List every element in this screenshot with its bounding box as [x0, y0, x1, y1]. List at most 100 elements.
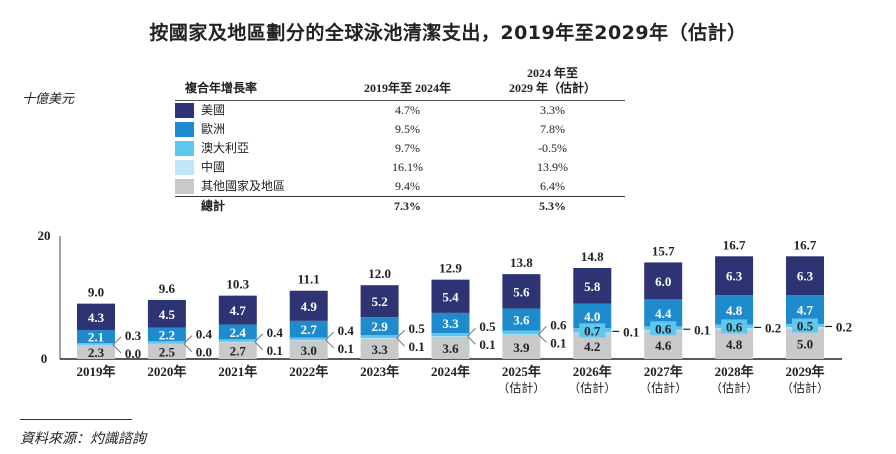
data-label-australia: 0.4 — [338, 323, 355, 338]
data-label-us: 5.8 — [584, 279, 601, 294]
cagr-row-label: 歐洲 — [175, 120, 335, 139]
cagr-row: 中國 16.1% 13.9% — [175, 158, 625, 177]
cagr-row-label: 澳大利亞 — [175, 139, 335, 158]
bar-segment — [431, 312, 470, 334]
bar-segment — [502, 330, 541, 335]
y-tick-label: 20 — [38, 228, 51, 243]
bar-segment — [360, 338, 399, 339]
data-label-us: 4.3 — [88, 310, 105, 325]
data-label-us: 4.7 — [230, 303, 247, 318]
bar-segment — [218, 295, 257, 325]
data-label-europe: 3.3 — [442, 316, 459, 331]
data-label-total: 10.3 — [226, 277, 249, 292]
data-label-europe: 4.0 — [584, 309, 600, 324]
data-label-china: 0.1 — [694, 322, 710, 337]
leader-line — [112, 344, 122, 354]
bar-segment — [289, 290, 328, 321]
data-label-total: 16.7 — [723, 237, 746, 252]
legend-swatch — [175, 179, 194, 194]
x-tick-label-sub: （估計） — [781, 380, 829, 395]
y-tick-label: 0 — [41, 351, 48, 366]
bar-segment — [77, 303, 115, 331]
data-label-other: 3.0 — [301, 343, 317, 358]
cagr-value-2024-2029: -0.5% — [538, 141, 567, 155]
cagr-row-label: 其他國家及地區 — [175, 177, 335, 197]
leader-line — [396, 329, 405, 339]
bar-segment — [431, 279, 470, 313]
cagr-value-2024-2029: 13.9% — [537, 160, 568, 174]
data-label-australia: 0.5 — [479, 319, 496, 334]
x-tick-label: 2028年 — [715, 364, 754, 379]
bar-segment — [289, 340, 328, 359]
data-label-us: 6.3 — [797, 269, 814, 284]
legend-swatch — [175, 103, 194, 118]
cagr-value-2019-2024: 4.7% — [395, 103, 420, 117]
data-label-total: 16.7 — [794, 237, 817, 252]
x-tick-label-sub: （估計） — [710, 380, 758, 395]
cagr-value-2024-2029: 7.8% — [540, 122, 565, 136]
data-label-us: 4.9 — [301, 299, 318, 314]
cagr-row: 美國 4.7% 3.3% — [175, 101, 625, 121]
data-label-us: 5.6 — [513, 284, 530, 299]
leader-line — [467, 335, 476, 345]
bar-segment — [218, 324, 257, 340]
bar-segment — [77, 343, 115, 345]
x-tick-label-sub: （估計） — [568, 380, 616, 395]
data-label-australia: 0.4 — [196, 327, 213, 342]
cagr-row-label: 中國 — [175, 158, 335, 177]
data-label-total: 12.9 — [439, 261, 462, 276]
data-label-china: 0.0 — [196, 345, 212, 360]
data-label-europe: 3.6 — [513, 313, 530, 328]
legend-label: 澳大利亞 — [201, 141, 250, 155]
label-box — [579, 323, 606, 338]
bar-segment — [289, 339, 328, 341]
legend-swatch — [175, 141, 194, 156]
bar-segment — [147, 341, 186, 344]
legend-swatch — [175, 160, 194, 175]
data-label-other: 5.0 — [797, 337, 813, 352]
bar-segment — [644, 262, 683, 300]
data-label-australia: 0.5 — [408, 321, 425, 336]
data-label-europe: 4.7 — [797, 302, 814, 317]
legend-swatch — [175, 122, 194, 137]
data-label-australia: 0.6 — [550, 317, 567, 332]
bar-segment — [715, 329, 754, 359]
data-label-china: 0.2 — [765, 320, 781, 335]
chart-title: 按國家及地區劃分的全球泳池清潔支出，2019年至2029年（估計） — [149, 22, 747, 44]
x-tick-label: 2029年 — [785, 364, 824, 379]
data-label-total: 13.8 — [510, 255, 533, 270]
bar-segment — [77, 344, 115, 359]
bar-segment — [502, 274, 541, 309]
label-box — [721, 319, 748, 334]
data-label-china: 0.1 — [338, 341, 354, 356]
data-label-other: 2.7 — [230, 344, 247, 359]
x-tick-label: 2019年 — [76, 364, 115, 379]
leader-line — [254, 341, 264, 351]
x-tick-label-sub: （估計） — [639, 380, 687, 395]
label-box — [650, 321, 677, 336]
cagr-total-2024-2029: 5.3% — [480, 196, 625, 216]
bar-segment — [218, 342, 257, 359]
bar-segment — [502, 334, 541, 336]
bar-segment — [147, 343, 186, 359]
cagr-row: 歐洲 9.5% 7.8% — [175, 120, 625, 139]
label-box — [792, 318, 818, 333]
x-tick-label: 2021年 — [218, 364, 257, 379]
x-tick-label: 2026年 — [573, 364, 612, 379]
bar-segment — [360, 338, 399, 359]
source-note: 資料來源：灼識諮詢 — [20, 431, 146, 447]
bar-segment — [786, 256, 824, 296]
x-tick-label: 2027年 — [644, 364, 683, 379]
bar-segment — [644, 330, 683, 359]
legend-label: 其他國家及地區 — [201, 179, 286, 193]
data-label-total: 9.0 — [88, 285, 104, 300]
data-label-australia: 0.5 — [797, 318, 814, 333]
data-label-china: 0.1 — [550, 335, 566, 350]
data-label-australia: 0.4 — [267, 325, 284, 340]
data-label-china: 0.1 — [479, 337, 495, 352]
data-label-us: 4.5 — [159, 307, 176, 322]
cagr-row: 其他國家及地區 9.4% 6.4% — [175, 177, 625, 197]
bar-segment — [502, 335, 541, 359]
data-label-australia: 0.6 — [726, 319, 743, 334]
data-label-china: 0.0 — [125, 346, 141, 361]
